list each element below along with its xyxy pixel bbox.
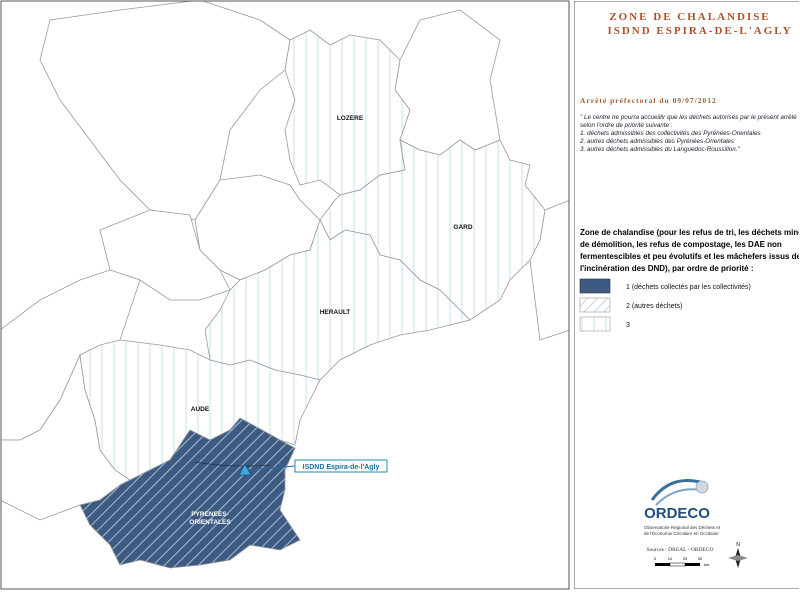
panel-title: ISDND ESPIRA-DE-L'AGLY — [607, 25, 792, 37]
quote-line: 1. déchets admissibles des collectivités… — [580, 130, 761, 137]
aude — [79, 339, 321, 481]
decree: Arrêté préfectoral du 09/07/2012 — [580, 96, 717, 105]
scale-label: 30 — [698, 556, 703, 561]
department-label: LOZERE — [337, 115, 364, 122]
department — [394, 9, 501, 156]
legend-label: 1 (déchets collectés par les collectivit… — [626, 284, 751, 291]
scale-bar: 0 10 20 30 km — [654, 556, 710, 567]
legend-swatch — [579, 297, 611, 313]
department-label: PYRENEES- — [191, 511, 229, 518]
lozere — [284, 29, 411, 196]
legend-swatch — [579, 316, 611, 332]
legend-heading: de démolition, les refus de compostage, … — [580, 240, 782, 249]
department-label: GARD — [453, 224, 472, 231]
logo-subtitle: de l'Économie Circulaire en Occitanie — [644, 530, 719, 536]
pyrenees-orientales — [79, 417, 301, 569]
department-label: ORIENTALES — [189, 519, 231, 526]
legend-label: 2 (autres déchets) — [626, 303, 682, 310]
site-marker — [238, 463, 252, 476]
panel: ZONE DE CHALANDISE ISDND ESPIRA-DE-L'AGL… — [574, 1, 800, 589]
logo-subtitle: Observatoire Régional des Déchets et — [644, 525, 721, 530]
logo: ORDECO Observatoire Régional des Déchets… — [644, 479, 721, 536]
panel-title: ZONE DE CHALANDISE — [609, 11, 770, 23]
department-label: AUDE — [191, 406, 210, 413]
north-label: N — [736, 542, 740, 548]
panel-frame — [574, 1, 799, 589]
department — [39, 1, 291, 221]
scale-label: km — [704, 562, 710, 567]
legend-label: 3 — [626, 322, 630, 329]
map: LOZERE GARD HERAULT AUDE PYRENEES- ORIEN… — [1, 1, 569, 569]
scale-label: 0 — [654, 556, 657, 561]
site-label: ISDND Espira-de-l'Agly — [303, 464, 380, 471]
site-leader — [247, 465, 296, 471]
source: Sources : DREAL - ORDECO — [646, 547, 713, 553]
north-arrow: N — [728, 542, 748, 568]
quote-line: 2. autres déchets admissibles des Pyréné… — [579, 138, 735, 145]
legend-heading: fermentescibles et peu évolutifs et les … — [580, 252, 800, 261]
quote-line: selon l'ordre de priorité suivante : — [580, 122, 673, 129]
river — [194, 461, 271, 467]
department-label: HERAULT — [320, 309, 351, 316]
quote-line: 3. autres déchets admissibles du Langued… — [580, 146, 741, 153]
scale-label: 20 — [683, 556, 688, 561]
legend-heading: Zone de chalandise (pour les refus de tr… — [580, 228, 800, 237]
legend-heading: l'incinération des DND), par ordre de pr… — [580, 264, 753, 273]
site-box — [294, 459, 388, 473]
quote-line: " Le centre ne pourra accueillir que les… — [580, 114, 797, 121]
scale-label: 10 — [668, 556, 673, 561]
legend-swatch — [579, 278, 611, 294]
map-frame — [0, 0, 570, 590]
logo-name: ORDECO — [644, 505, 710, 522]
